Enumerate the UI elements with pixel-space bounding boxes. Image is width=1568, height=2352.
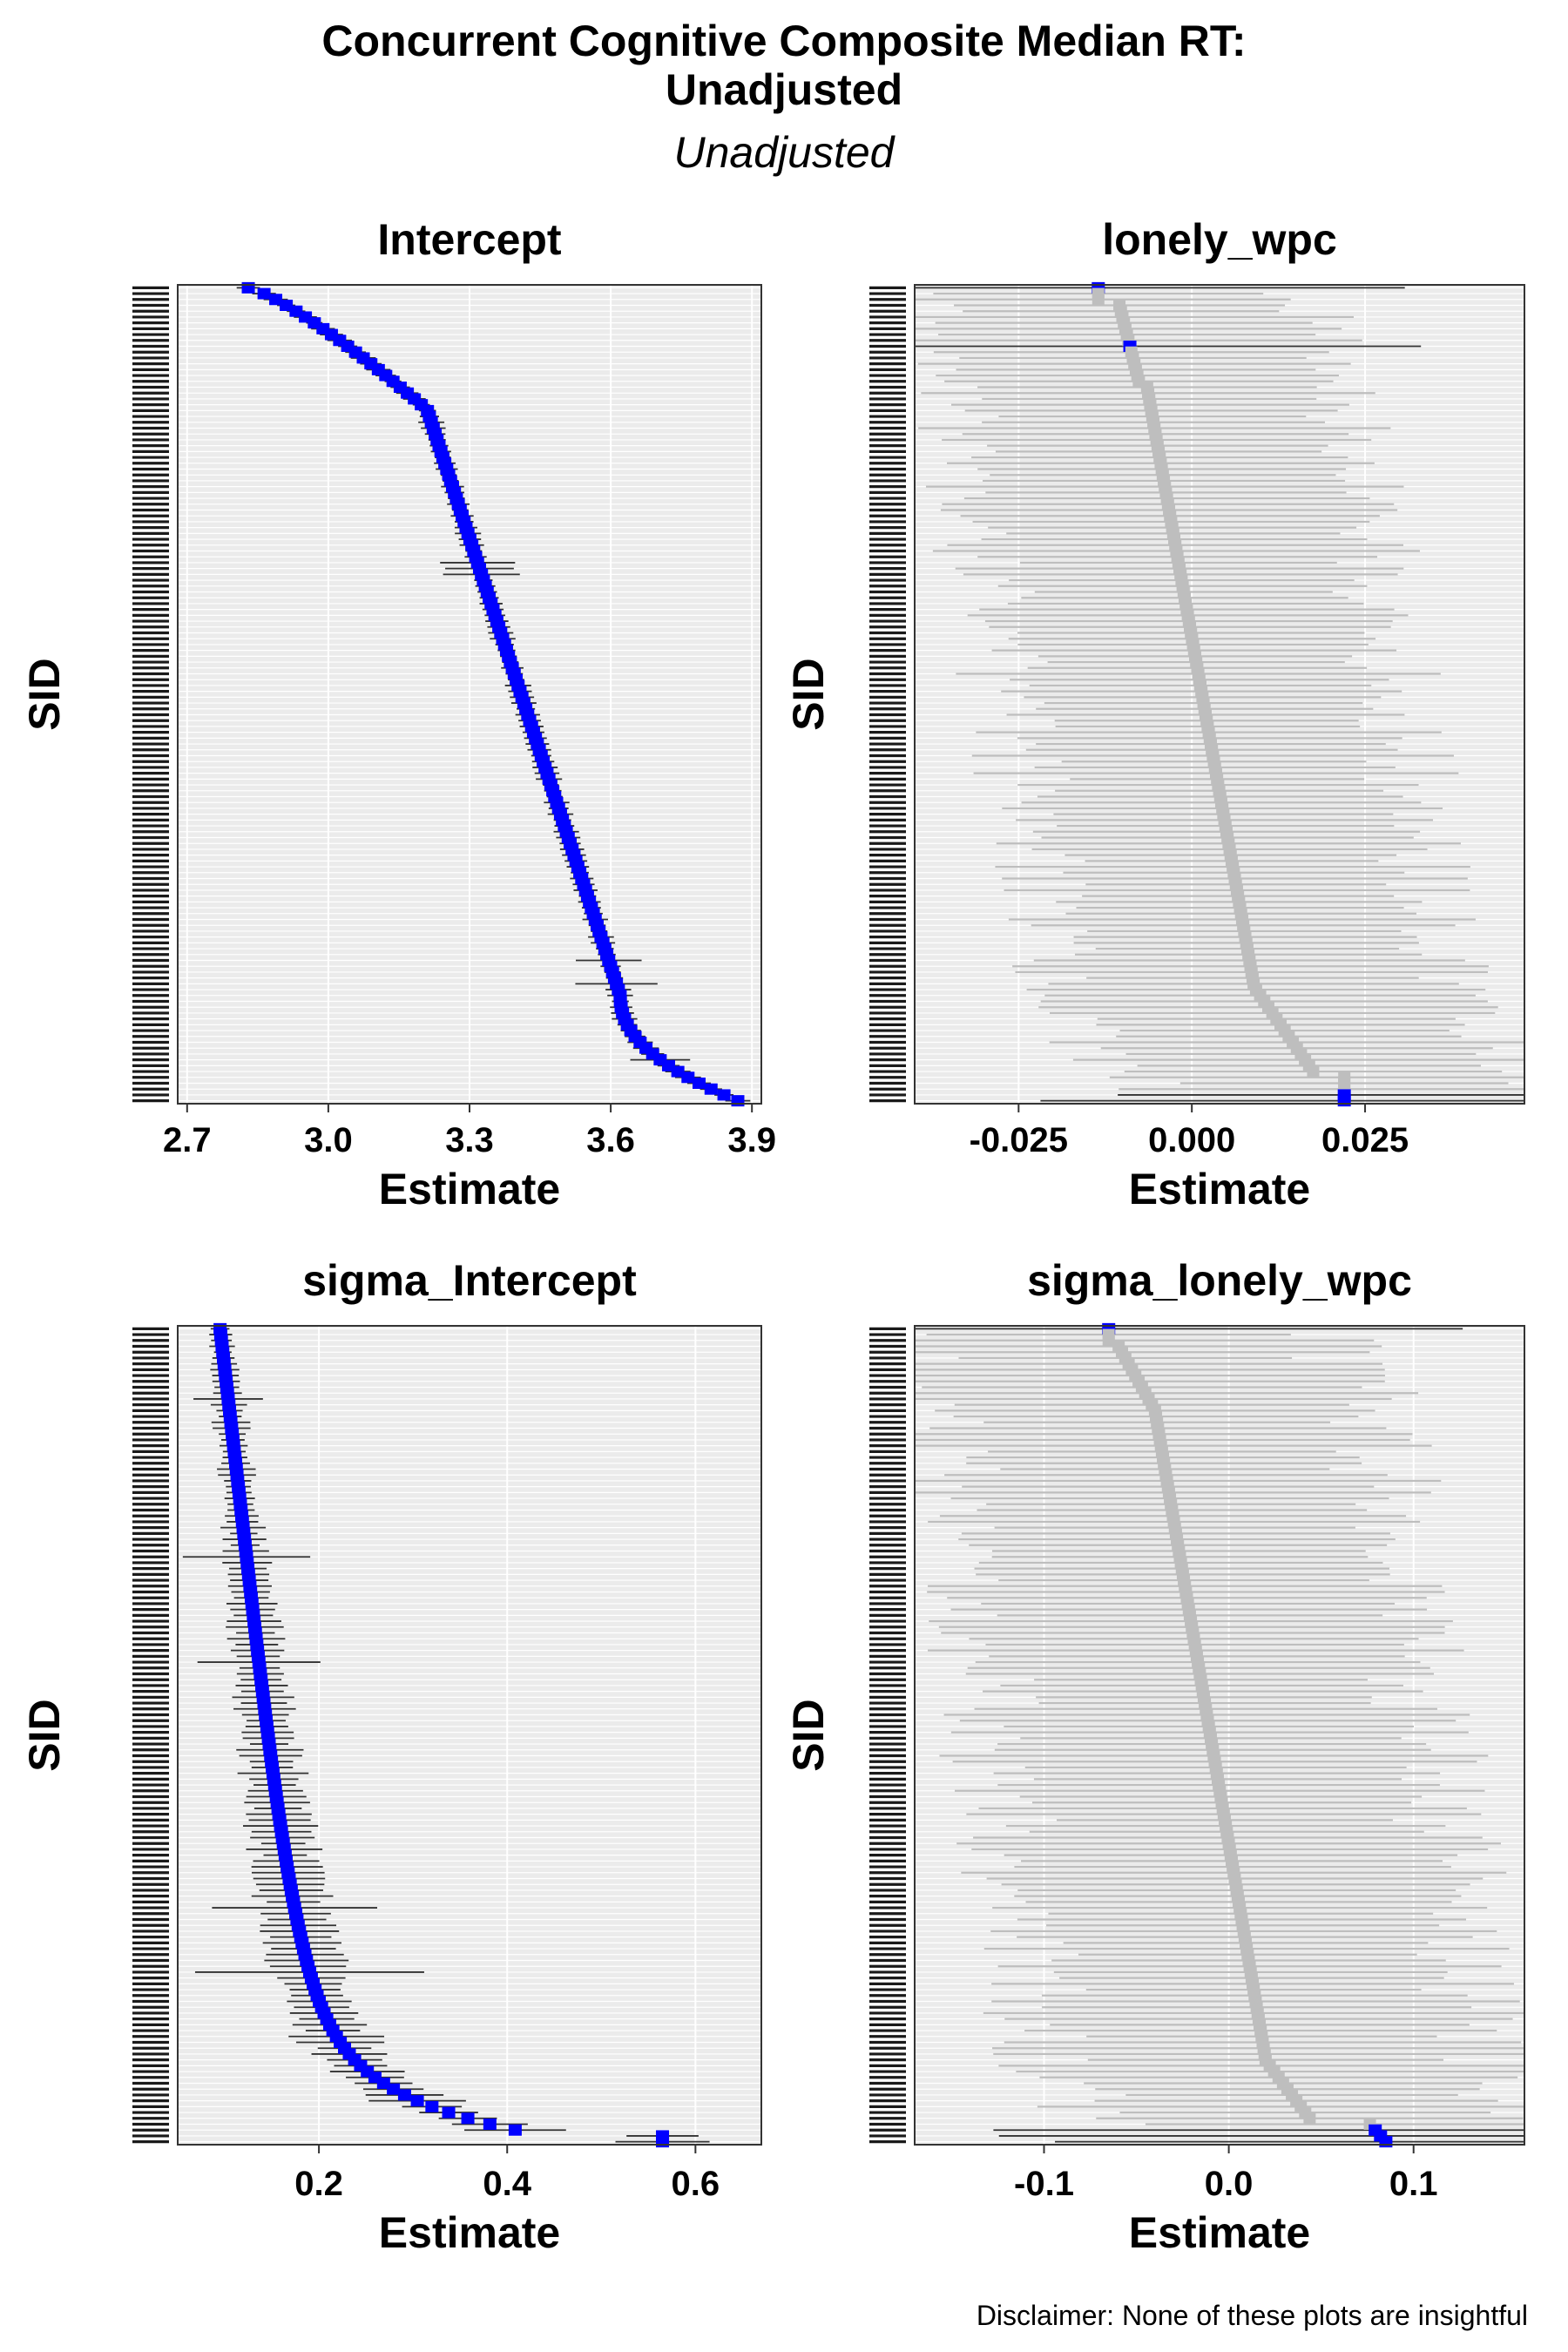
panel-intercept: 2.7 3.0 3.3 3.6 3.9 Intercept Estimate SID [20,215,776,1213]
figure-title-line1: Concurrent Cognitive Composite Median RT… [321,17,1247,65]
estimate-points [241,281,745,1107]
x-axis-label: Estimate [1129,1165,1310,1213]
x-tick-label: 3.0 [304,1121,353,1159]
x-tick-label: -0.1 [1014,2165,1074,2203]
x-tick-label: 0.000 [1148,1121,1235,1159]
sid-tick-marks [869,286,906,1103]
panel-title: sigma_Intercept [302,1256,637,1305]
estimate-point [681,1071,695,1084]
x-tick-label: 3.3 [445,1121,494,1159]
x-axis: 2.7 3.0 3.3 3.6 3.9 [163,1104,776,1159]
x-axis: -0.025 0.000 0.025 [970,1104,1409,1159]
estimate-points [1102,1322,1393,2148]
estimate-point [656,2136,670,2148]
x-tick-label: 0.0 [1205,2165,1254,2203]
panel-border [914,1325,1525,2146]
panel-background [177,1325,762,2146]
estimate-point [376,2078,390,2089]
x-axis: 0.2 0.4 0.6 [294,2145,720,2203]
panel-background [914,1325,1525,2146]
estimate-point [280,300,294,311]
x-tick-label: 0.1 [1389,2165,1438,2203]
estimate-point [269,294,283,306]
estimate-point [693,1078,706,1089]
x-axis: -0.1 0.0 0.1 [1014,2145,1438,2203]
estimate-point [483,2119,497,2130]
y-axis-label: SID [784,1699,833,1771]
estimate-point [717,1089,731,1101]
x-tick-label: 0.025 [1321,1121,1409,1159]
panel-lonely-wpc: -0.025 0.000 0.025 lonely_wpc Estimate SID [784,215,1525,1213]
sid-tick-marks [869,1327,906,2144]
estimate-point [704,1083,718,1095]
y-axis-label: SID [20,658,69,730]
panel-title: lonely_wpc [1102,215,1337,264]
panel-sigma-intercept: 0.2 0.4 0.6 sigma_Intercept Estimate SID [20,1256,762,2257]
estimate-point [425,2100,439,2112]
x-tick-label: 3.9 [727,1121,776,1159]
estimate-point [397,2089,411,2101]
estimate-point [442,2106,456,2119]
grid-lines [178,285,761,1104]
x-tick-label: 0.4 [483,2165,531,2203]
estimate-point [508,2124,522,2136]
x-tick-label: 0.6 [672,2165,720,2203]
estimate-point [257,287,271,300]
estimate-point [1092,294,1105,306]
panel-title: sigma_lonely_wpc [1027,1256,1412,1305]
x-tick-label: -0.025 [970,1121,1068,1159]
panel-border [177,1325,762,2146]
estimate-point [1102,1335,1115,1347]
x-axis-label: Estimate [379,2208,560,2257]
panel-title: Intercept [377,215,562,264]
y-axis-label: SID [784,658,833,730]
estimate-point [241,281,255,294]
estimate-points [213,1322,670,2148]
x-tick-label: 2.7 [163,1121,212,1159]
estimate-point [1337,1095,1351,1107]
estimate-point [1379,2136,1393,2148]
estimate-point [1303,2112,1316,2125]
figure-subtitle: Unadjusted [673,128,895,177]
panel-background [914,284,1525,1105]
estimate-point [410,2095,424,2107]
estimate-point [461,2112,475,2125]
estimate-point [671,1065,685,1078]
sid-tick-marks [132,1327,169,2144]
sid-tick-marks [132,286,169,1103]
estimate-points [1092,281,1351,1107]
estimate-point [731,1095,745,1107]
estimate-point [1307,1065,1320,1078]
panel-border [914,284,1525,1105]
disclaimer-note: Disclaimer: None of these plots are insi… [976,2300,1528,2331]
figure-title-line2: Unadjusted [665,65,903,114]
panel-sigma-lonely-wpc: -0.1 0.0 0.1 sigma_lonely_wpc Estimate SID [784,1256,1525,2257]
y-axis-label: SID [20,1699,69,1771]
x-axis-label: Estimate [379,1165,560,1213]
x-axis-label: Estimate [1129,2208,1310,2257]
x-tick-label: 3.6 [586,1121,635,1159]
estimate-point [387,2083,401,2095]
x-tick-label: 0.2 [294,2165,343,2203]
